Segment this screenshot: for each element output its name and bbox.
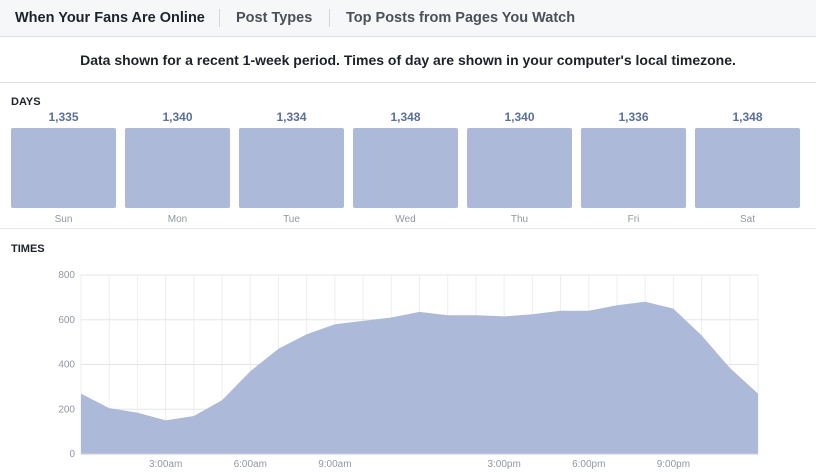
data-point [276, 347, 280, 351]
series-area [81, 301, 758, 454]
data-point [643, 300, 647, 304]
day-value: 1,334 [276, 110, 307, 124]
day-column-thu[interactable]: 1,340 Thu [467, 106, 572, 226]
day-column-mon[interactable]: 1,340 Mon [125, 106, 230, 226]
data-point [530, 312, 534, 316]
data-point [418, 310, 422, 314]
data-point [474, 313, 478, 317]
tab-post-types[interactable]: Post Types [236, 10, 313, 26]
x-tick-label: 6:00am [234, 459, 267, 470]
y-tick-label: 0 [69, 449, 75, 460]
data-point [700, 333, 704, 337]
day-column-tue[interactable]: 1,334 Tue [239, 106, 344, 226]
data-point [559, 309, 563, 313]
day-column-fri[interactable]: 1,336 Fri [581, 106, 686, 226]
timezone-notice: Data shown for a recent 1-week period. T… [0, 38, 816, 83]
tab-top-posts-pages-you-watch[interactable]: Top Posts from Pages You Watch [346, 10, 576, 26]
day-bar [353, 128, 458, 208]
day-label: Thu [510, 214, 529, 225]
day-bar [581, 128, 686, 208]
data-point [671, 307, 675, 311]
data-point [135, 411, 139, 415]
data-point [192, 414, 196, 418]
day-value: 1,348 [390, 110, 421, 124]
data-point [107, 406, 111, 410]
day-value: 1,340 [504, 110, 535, 124]
day-label: Fri [627, 214, 640, 225]
day-label: Sat [739, 214, 755, 225]
day-column-wed[interactable]: 1,348 Wed [353, 106, 458, 226]
days-section-label: DAYS [11, 96, 41, 108]
data-point [361, 319, 365, 323]
data-point [79, 392, 83, 396]
day-bar [125, 128, 230, 208]
x-tick-label: 3:00am [149, 459, 182, 470]
data-point [615, 303, 619, 307]
section-divider [0, 228, 816, 229]
day-bar [239, 128, 344, 208]
data-point [502, 314, 506, 318]
x-tick-label: 9:00am [318, 459, 351, 470]
data-point [446, 313, 450, 317]
x-tick-label: 3:00pm [487, 459, 520, 470]
data-point [248, 369, 252, 373]
times-area-chart[interactable]: 0 200 400 600 800 3:00am 6:00am 9:00am 3:00pm 6:0… [0, 258, 816, 475]
day-bar [11, 128, 116, 208]
day-column-sat[interactable]: 1,348 Sat [695, 106, 800, 226]
y-tick-label: 400 [58, 360, 75, 371]
data-point [333, 322, 337, 326]
data-point [728, 366, 732, 370]
x-tick-label: 9:00pm [657, 459, 690, 470]
day-label: Mon [167, 214, 188, 225]
data-point [587, 309, 591, 313]
day-value: 1,340 [162, 110, 193, 124]
y-tick-label: 600 [58, 315, 75, 326]
tab-when-fans-online[interactable]: When Your Fans Are Online [15, 10, 205, 26]
tab-separator [329, 9, 330, 27]
insights-tab-bar: When Your Fans Are Online Post Types Top… [0, 0, 816, 37]
day-column-sun[interactable]: 1,335 Sun [11, 106, 116, 226]
data-point [389, 316, 393, 320]
day-label: Wed [395, 214, 416, 225]
day-label: Tue [283, 214, 300, 225]
day-label: Sun [54, 214, 73, 225]
day-bar [467, 128, 572, 208]
y-tick-label: 800 [58, 270, 75, 281]
data-point [305, 332, 309, 336]
day-value: 1,348 [732, 110, 763, 124]
day-bar [695, 128, 800, 208]
data-point [756, 392, 760, 396]
day-value: 1,335 [48, 110, 79, 124]
y-tick-label: 200 [58, 404, 75, 415]
x-tick-label: 6:00pm [572, 459, 605, 470]
day-value: 1,336 [618, 110, 649, 124]
data-point [220, 398, 224, 402]
tab-separator [219, 9, 220, 27]
times-section-label: TIMES [11, 243, 45, 255]
data-point [164, 418, 168, 422]
